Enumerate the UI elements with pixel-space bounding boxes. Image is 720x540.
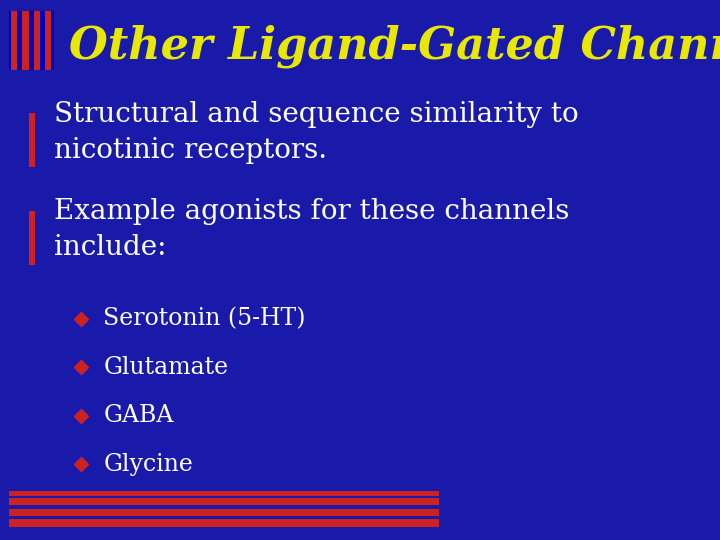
Text: GABA: GABA <box>103 404 174 427</box>
Bar <box>9 519 439 526</box>
Bar <box>9 11 54 70</box>
Bar <box>9 498 439 505</box>
Bar <box>29 211 35 265</box>
Text: Serotonin (5-HT): Serotonin (5-HT) <box>103 307 305 330</box>
Bar <box>45 11 51 70</box>
Text: Other Ligand-Gated Channels: Other Ligand-Gated Channels <box>70 24 720 68</box>
Bar <box>29 113 35 167</box>
Bar <box>9 491 439 496</box>
Bar <box>34 11 40 70</box>
Text: Example agonists for these channels
include:: Example agonists for these channels incl… <box>54 198 570 261</box>
Bar <box>12 11 17 70</box>
Text: Glycine: Glycine <box>103 453 193 476</box>
Text: Structural and sequence similarity to
nicotinic receptors.: Structural and sequence similarity to ni… <box>54 101 578 164</box>
Text: Glutamate: Glutamate <box>103 356 228 379</box>
Bar <box>22 11 29 70</box>
Bar <box>9 509 439 516</box>
